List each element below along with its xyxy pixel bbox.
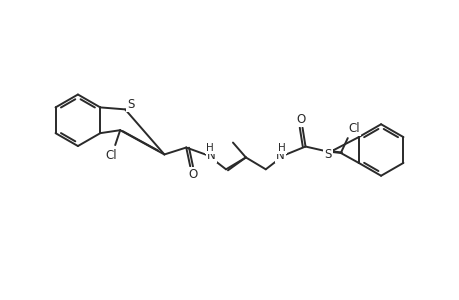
Text: S: S <box>324 148 331 161</box>
Text: O: O <box>295 113 304 126</box>
Text: H: H <box>206 142 213 152</box>
Text: N: N <box>207 149 215 162</box>
Text: O: O <box>188 168 197 181</box>
Text: N: N <box>275 149 284 162</box>
Text: H: H <box>277 142 285 152</box>
Text: Cl: Cl <box>347 122 359 135</box>
Text: Cl: Cl <box>105 149 117 162</box>
Text: S: S <box>127 98 134 111</box>
